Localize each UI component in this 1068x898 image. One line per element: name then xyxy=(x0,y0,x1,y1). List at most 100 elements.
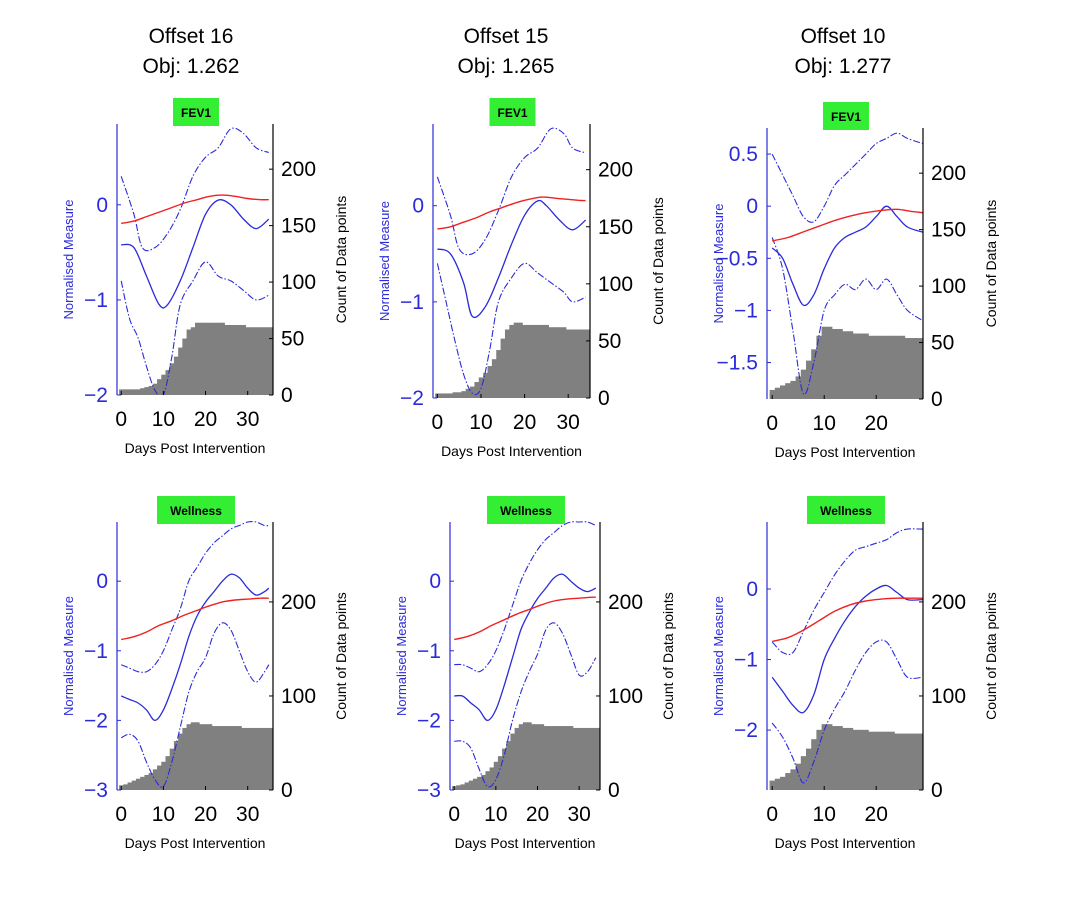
histogram-bar xyxy=(583,329,589,398)
left-tick-label: −2 xyxy=(84,384,108,407)
histogram-bar xyxy=(589,727,595,790)
right-tick-label: 0 xyxy=(931,779,943,802)
y2-axis-label: Count of Data points xyxy=(333,592,349,720)
histogram-bar xyxy=(531,324,536,398)
x-axis-label: Days Post Intervention xyxy=(441,443,582,459)
histogram-bar xyxy=(506,741,511,790)
lower-bound-line xyxy=(120,261,270,395)
histogram-bar xyxy=(237,324,242,395)
histogram-bar xyxy=(207,724,213,790)
histogram-bar xyxy=(527,722,532,790)
histogram-bar xyxy=(769,780,776,790)
y-axis-label: Normalised Measure xyxy=(61,200,76,320)
histogram-bar xyxy=(547,726,553,790)
upper-bound-line xyxy=(771,528,923,656)
histogram-bar xyxy=(493,761,499,790)
histogram-bar xyxy=(557,327,563,398)
histogram-bar xyxy=(560,726,565,790)
right-tick-label: 200 xyxy=(281,591,316,614)
bottom-tick-label: 10 xyxy=(152,408,175,431)
histogram-bar xyxy=(899,335,906,399)
left-tick-label: 0 xyxy=(746,578,758,601)
histogram-bar xyxy=(577,727,582,790)
histogram-bar xyxy=(140,388,145,395)
histogram-bar xyxy=(140,776,145,790)
x-axis-label: Days Post Intervention xyxy=(775,835,916,851)
bottom-tick-label: 30 xyxy=(236,408,259,431)
upper-bound-line xyxy=(454,521,597,673)
histogram-bar xyxy=(483,372,488,398)
column-header-3: Offset 10 Obj: 1.277 xyxy=(743,22,943,82)
right-tick-label: 50 xyxy=(281,328,304,351)
histogram-bar xyxy=(148,385,154,395)
chart-panel-1: 0 −1 −2 200 150 100 50 0 0 10 20 30 Normalised Measu… xyxy=(61,98,349,456)
left-tick-label: 0.5 xyxy=(729,143,758,166)
histogram-bar xyxy=(232,726,238,790)
chart-panel-3: 0.5 0 −0.5 −1 −1.5 200 150 100 50 0 0 10 20 Normalise… xyxy=(711,102,999,460)
histogram-bar xyxy=(847,331,854,399)
histogram-bar xyxy=(464,782,470,790)
chart-panel-2: 0 −1 −2 200 150 100 50 0 0 10 20 30 Normalised Measu… xyxy=(377,98,666,459)
histogram-bar xyxy=(496,350,501,398)
offset-label: Offset 15 xyxy=(463,25,549,48)
histogram-bar xyxy=(915,733,921,790)
histogram-bar xyxy=(439,393,445,398)
histogram-bar xyxy=(266,727,272,790)
right-tick-label: 0 xyxy=(931,388,943,411)
column-header-1: Offset 16 Obj: 1.262 xyxy=(91,22,291,82)
right-tick-label: 100 xyxy=(281,271,316,294)
bottom-tick-label: 0 xyxy=(766,412,778,435)
histogram-bar xyxy=(241,324,246,395)
histogram-bar xyxy=(504,329,510,398)
histogram-bar xyxy=(915,338,921,399)
histogram-bar xyxy=(161,761,166,790)
histogram-bar xyxy=(821,326,828,399)
histogram-bar xyxy=(456,392,462,398)
x-axis-label: Days Post Intervention xyxy=(125,440,266,456)
histogram-bar xyxy=(178,733,183,790)
mean-line xyxy=(121,199,270,309)
histogram-bar xyxy=(460,784,465,790)
histogram-bar xyxy=(920,338,923,399)
histogram-bar xyxy=(544,324,549,398)
histogram-bar xyxy=(514,727,520,790)
histogram-bar xyxy=(847,727,854,790)
bottom-tick-label: 10 xyxy=(813,412,836,435)
histogram-bar xyxy=(842,331,848,399)
count-line xyxy=(772,208,923,242)
histogram-bar xyxy=(443,393,449,398)
left-tick-label: −1 xyxy=(84,640,108,663)
histogram-bar xyxy=(522,324,528,398)
count-line xyxy=(454,596,596,641)
histogram-bar xyxy=(456,785,461,790)
mean-line xyxy=(437,199,587,319)
histogram-bar xyxy=(470,386,475,398)
histogram-bar xyxy=(785,383,791,399)
left-tick-label: −2 xyxy=(734,719,758,742)
y2-axis-label: Count of Data points xyxy=(333,196,349,324)
bottom-tick-label: 20 xyxy=(865,412,888,435)
left-tick-label: −1 xyxy=(400,291,424,314)
left-tick-label: 0 xyxy=(412,195,424,218)
histogram-bar xyxy=(262,327,268,395)
plot-area xyxy=(769,132,923,399)
right-tick-label: 150 xyxy=(281,215,316,238)
histogram-bar xyxy=(863,729,869,790)
histogram-bar xyxy=(780,776,786,790)
measure-badge xyxy=(807,496,885,524)
histogram-bar xyxy=(548,327,554,398)
left-tick-label: 0 xyxy=(96,570,108,593)
histogram-bar xyxy=(904,733,911,790)
bottom-tick-label: 0 xyxy=(115,803,127,826)
histogram-bar xyxy=(220,322,225,395)
objective-label: Obj: 1.262 xyxy=(142,55,240,78)
histogram-bar xyxy=(574,329,580,398)
histogram-bar xyxy=(510,733,515,790)
histogram-bar xyxy=(884,731,890,790)
bottom-tick-label: 10 xyxy=(484,803,507,826)
plot-area xyxy=(435,127,590,398)
right-tick-label: 200 xyxy=(608,591,643,614)
histogram-bar xyxy=(224,324,230,395)
left-tick-label: 0 xyxy=(746,195,758,218)
